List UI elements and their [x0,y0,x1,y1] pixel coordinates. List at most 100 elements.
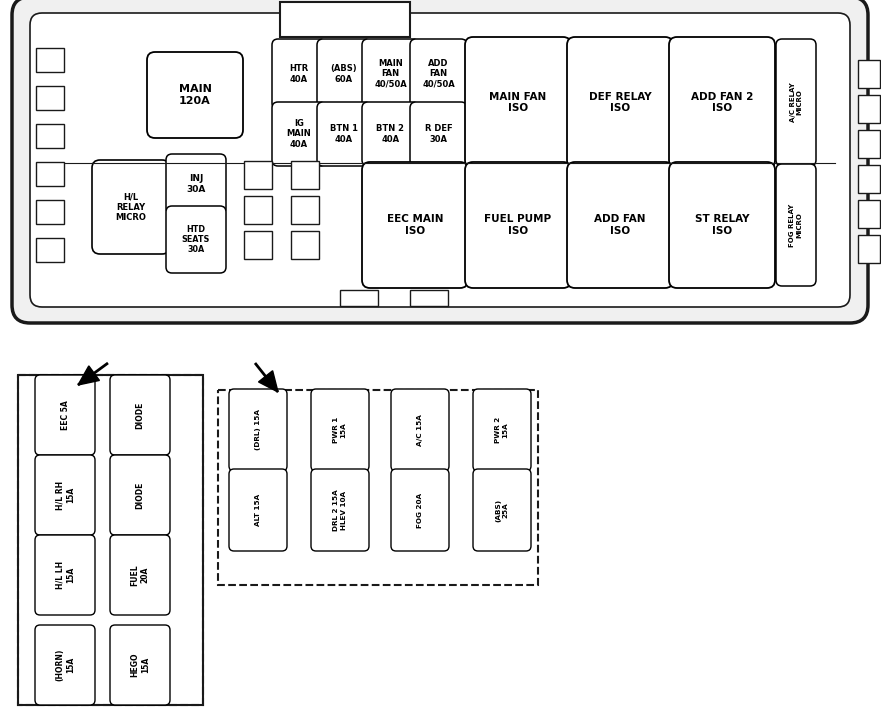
FancyBboxPatch shape [147,52,243,138]
Bar [858,130,880,158]
Bar [280,2,410,37]
FancyBboxPatch shape [110,455,170,535]
Text: EEC MAIN
ISO: EEC MAIN ISO [387,214,443,236]
FancyBboxPatch shape [362,162,468,288]
FancyBboxPatch shape [166,206,226,273]
Text: PWR 2
15A: PWR 2 15A [495,417,508,443]
Text: DIODE: DIODE [136,401,144,428]
FancyBboxPatch shape [473,389,531,471]
FancyBboxPatch shape [567,37,673,168]
FancyBboxPatch shape [465,37,571,168]
Text: A/C 15A: A/C 15A [417,414,423,446]
Text: EEC 5A: EEC 5A [61,400,70,430]
Bar [36,238,64,262]
Bar [858,60,880,88]
FancyBboxPatch shape [12,0,868,323]
FancyBboxPatch shape [311,389,369,471]
Text: (ABS)
25A: (ABS) 25A [495,499,508,521]
FancyBboxPatch shape [311,469,369,551]
Bar [858,200,880,228]
FancyBboxPatch shape [391,469,449,551]
FancyBboxPatch shape [110,625,170,705]
Bar [244,231,272,259]
Bar [18,375,203,705]
Bar [410,290,448,306]
Text: FUEL
20A: FUEL 20A [130,564,150,586]
Text: ADD
FAN
40/50A: ADD FAN 40/50A [422,59,455,89]
Text: (ABS)
60A: (ABS) 60A [330,65,358,83]
FancyBboxPatch shape [30,13,850,307]
Text: BTN 1
40A: BTN 1 40A [330,124,358,144]
FancyBboxPatch shape [272,39,326,109]
Bar [244,161,272,189]
Bar [18,375,203,705]
Text: H/L RH
15A: H/L RH 15A [56,481,75,510]
Text: ADD FAN
ISO: ADD FAN ISO [595,214,646,236]
Text: INJ
30A: INJ 30A [186,174,205,194]
Bar [218,390,538,585]
Bar [291,196,319,224]
Bar [36,48,64,72]
Text: PWR 1
15A: PWR 1 15A [334,417,346,443]
Text: DIODE: DIODE [136,481,144,509]
Text: MAIN FAN
ISO: MAIN FAN ISO [489,91,546,113]
Text: H/L
RELAY
MICRO: H/L RELAY MICRO [115,192,146,222]
Bar [36,86,64,110]
Text: A/C RELAY
MICRO: A/C RELAY MICRO [789,83,803,123]
Bar [340,290,378,306]
Bar [36,124,64,148]
FancyBboxPatch shape [567,162,673,288]
FancyBboxPatch shape [362,102,419,166]
Text: FUEL PUMP
ISO: FUEL PUMP ISO [485,214,552,236]
FancyBboxPatch shape [410,102,467,166]
FancyBboxPatch shape [272,102,326,166]
Text: ADD FAN 2
ISO: ADD FAN 2 ISO [691,91,753,113]
FancyBboxPatch shape [669,162,775,288]
Bar [36,200,64,224]
Bar [858,95,880,123]
Bar [291,161,319,189]
Bar [858,165,880,193]
FancyBboxPatch shape [229,389,287,471]
FancyBboxPatch shape [35,375,95,455]
Text: DEF RELAY
ISO: DEF RELAY ISO [589,91,651,113]
FancyBboxPatch shape [776,39,816,166]
Polygon shape [78,366,100,385]
Text: FOG 20A: FOG 20A [417,492,423,528]
FancyBboxPatch shape [110,535,170,615]
Text: MAIN
FAN
40/50A: MAIN FAN 40/50A [374,59,407,89]
Text: ALT 15A: ALT 15A [255,494,261,526]
Text: R DEF
30A: R DEF 30A [425,124,452,144]
FancyBboxPatch shape [35,625,95,705]
FancyBboxPatch shape [669,37,775,168]
Polygon shape [258,371,278,392]
Bar [858,235,880,263]
FancyBboxPatch shape [317,102,371,166]
FancyBboxPatch shape [229,469,287,551]
FancyBboxPatch shape [465,162,571,288]
FancyBboxPatch shape [317,39,371,109]
FancyBboxPatch shape [362,39,419,109]
Text: H/L LH
15A: H/L LH 15A [56,561,75,589]
Bar [291,231,319,259]
Bar [36,162,64,186]
Text: DRL 2 15A
HLEV 10A: DRL 2 15A HLEV 10A [334,489,346,531]
Text: HTR
40A: HTR 40A [289,65,308,83]
FancyBboxPatch shape [776,164,816,286]
FancyBboxPatch shape [391,389,449,471]
Text: FOG RELAY
MICRO: FOG RELAY MICRO [789,203,803,247]
Text: (DRL) 15A: (DRL) 15A [255,409,261,451]
Text: (HORN)
15A: (HORN) 15A [56,649,75,681]
Text: MAIN
120A: MAIN 120A [179,84,211,106]
Text: HEGO
15A: HEGO 15A [130,653,150,677]
Text: BTN 2
40A: BTN 2 40A [376,124,404,144]
FancyBboxPatch shape [110,375,170,455]
FancyBboxPatch shape [166,154,226,214]
FancyBboxPatch shape [35,455,95,535]
Text: IG
MAIN
40A: IG MAIN 40A [286,119,311,149]
FancyBboxPatch shape [35,535,95,615]
Text: ST RELAY
ISO: ST RELAY ISO [695,214,749,236]
Text: HTD
SEATS
30A: HTD SEATS 30A [181,224,211,254]
FancyBboxPatch shape [92,160,170,254]
Bar [244,196,272,224]
